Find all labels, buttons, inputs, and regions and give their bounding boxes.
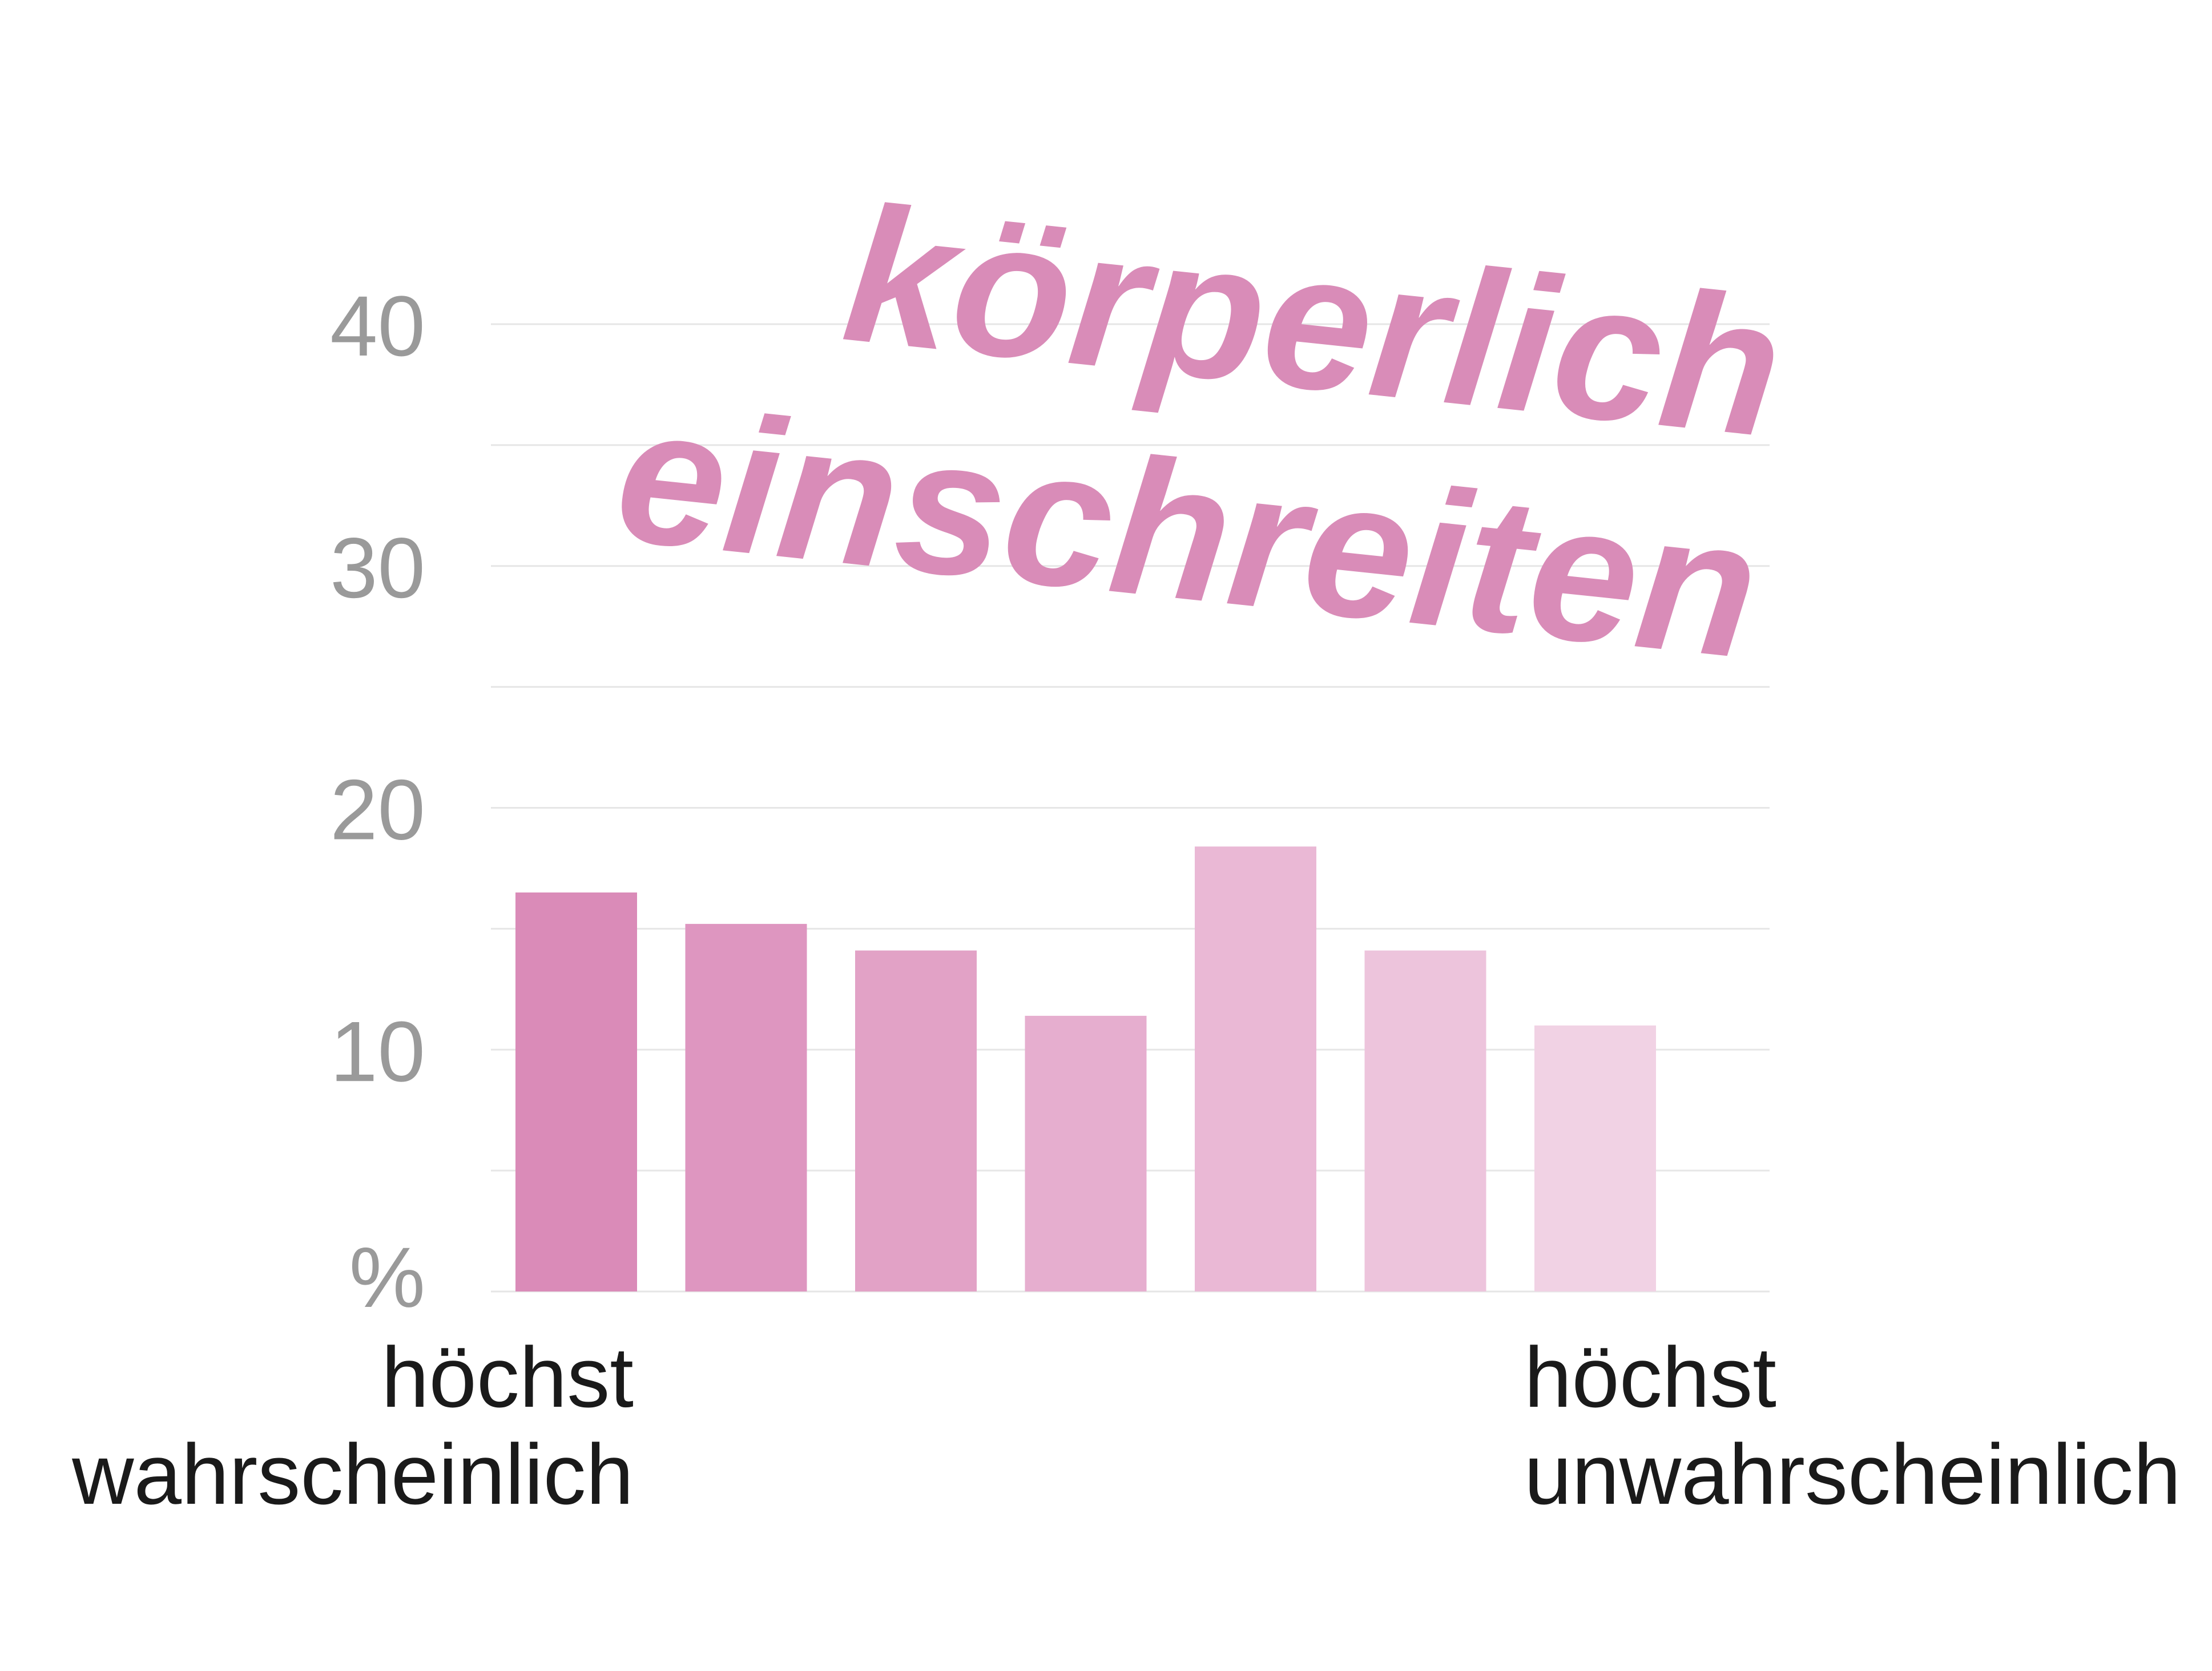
y-tick-label: 30 (330, 520, 425, 616)
y-tick-label: 10 (330, 1003, 425, 1099)
bars (515, 846, 1656, 1291)
y-tick-labels: 10 20 30 40 (330, 278, 425, 1099)
x-label-left-line-1: höchst (381, 1329, 634, 1425)
x-label-right-line-2: unwahrscheinlich (1524, 1426, 2181, 1522)
y-tick-label: 20 (330, 762, 425, 858)
x-label-left-line-2: wahrscheinlich (71, 1426, 634, 1522)
bar (1195, 846, 1316, 1291)
chart-title: körperlich einschreiten (608, 164, 1791, 700)
y-tick-label: 40 (330, 278, 425, 374)
bar (855, 950, 977, 1291)
bar (1534, 1025, 1656, 1291)
y-axis-unit-label: % (349, 1229, 425, 1325)
bar (1364, 950, 1486, 1291)
bar (515, 892, 637, 1291)
bar (1025, 1015, 1147, 1291)
bar (685, 923, 807, 1291)
x-label-right-line-1: höchst (1524, 1329, 1776, 1425)
x-end-labels: höchst wahrscheinlich höchst unwahrschei… (71, 1329, 2181, 1522)
